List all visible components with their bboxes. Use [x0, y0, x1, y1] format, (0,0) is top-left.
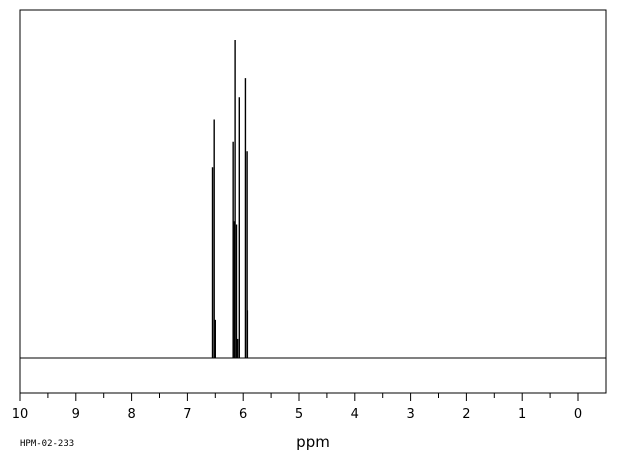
x-tick-label-2: 2 [462, 407, 470, 422]
x-axis-ticks: 10 9 8 7 6 5 4 3 2 1 0 [12, 393, 582, 422]
x-tick-label-9: 9 [72, 407, 80, 422]
x-tick-label-0: 0 [574, 407, 582, 422]
x-tick-label-5: 5 [295, 407, 303, 422]
x-tick-label-7: 7 [183, 407, 191, 422]
x-tick-label-6: 6 [239, 407, 247, 422]
x-tick-label-10: 10 [12, 407, 29, 422]
plot-frame [19, 9, 607, 394]
x-tick-label-8: 8 [127, 407, 135, 422]
x-tick-label-4: 4 [351, 407, 359, 422]
spectrum-id-label: HPM-02-233 [20, 439, 74, 449]
x-axis-title: ppm [296, 433, 330, 451]
x-tick-label-1: 1 [518, 407, 526, 422]
x-tick-label-3: 3 [406, 407, 414, 422]
peaks-layer [211, 40, 249, 358]
